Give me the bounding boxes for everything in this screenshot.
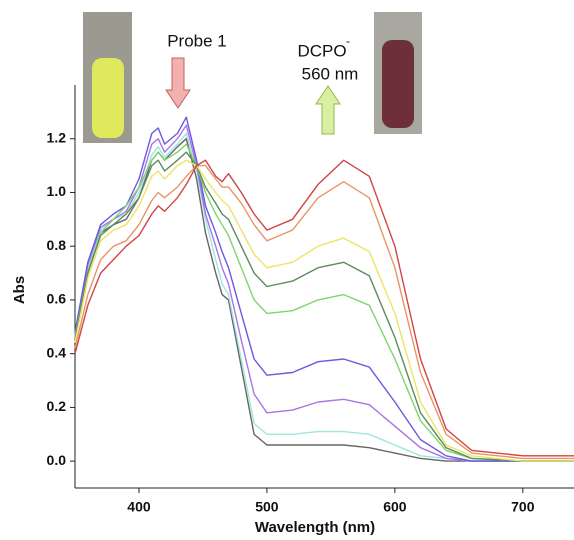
y-tick-label: 0.6 bbox=[47, 291, 67, 307]
annotation: - bbox=[346, 34, 350, 48]
spectrum-line bbox=[74, 124, 574, 462]
y-axis-title: Abs bbox=[11, 276, 28, 304]
spectrum-line bbox=[74, 143, 574, 462]
spectrum-line bbox=[74, 151, 574, 462]
y-tick-label: 1.0 bbox=[47, 183, 67, 199]
x-axis-title: Wavelength (nm) bbox=[255, 519, 375, 536]
y-tick-label: 0.0 bbox=[47, 452, 67, 468]
tube-solution bbox=[382, 40, 414, 128]
tube-solution bbox=[92, 58, 124, 138]
spectrum-line bbox=[74, 159, 574, 462]
y-tick-label: 0.4 bbox=[47, 344, 67, 360]
annotation: 560 nm bbox=[302, 64, 359, 83]
spectrum-line bbox=[74, 164, 574, 460]
down-arrow bbox=[165, 57, 191, 109]
y-tick-label: 0.2 bbox=[47, 398, 67, 414]
spectrum-line bbox=[74, 116, 574, 462]
x-tick-label: 700 bbox=[511, 499, 535, 515]
spectrum-line bbox=[74, 138, 574, 462]
x-tick-label: 400 bbox=[127, 499, 151, 515]
x-tick-label: 500 bbox=[255, 499, 279, 515]
annotation: DCPO bbox=[297, 41, 346, 60]
annotation: Probe 1 bbox=[167, 31, 227, 50]
x-tick-label: 600 bbox=[383, 499, 407, 515]
up-arrow bbox=[315, 85, 341, 135]
spectrum-line bbox=[74, 132, 574, 462]
y-tick-label: 0.8 bbox=[47, 237, 67, 253]
spectrum-line bbox=[74, 159, 574, 457]
y-tick-label: 1.2 bbox=[47, 129, 67, 145]
